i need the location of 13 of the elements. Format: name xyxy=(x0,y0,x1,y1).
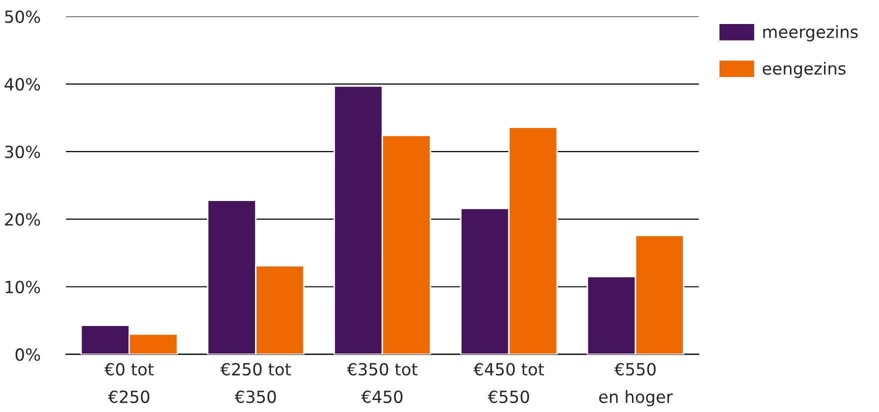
x-tick-label: €250 tot €350 xyxy=(220,362,291,404)
x-tick-label: €0 tot €250 xyxy=(104,362,154,404)
y-tick-label: 20% xyxy=(5,213,40,226)
x-tick-label: €550 en hoger xyxy=(599,362,673,406)
y-tick-label: 40% xyxy=(4,78,40,91)
x-tick-label: €350 tot €450 xyxy=(346,362,418,404)
x-tick-label: €450 tot €550 xyxy=(473,362,544,404)
y-tick-label: 10% xyxy=(6,280,40,294)
legend-label: meergezins xyxy=(763,25,858,42)
y-tick-label: 50% xyxy=(5,10,40,24)
y-tick-label: 30% xyxy=(5,146,40,158)
y-tick-label: 0% xyxy=(16,348,40,361)
legend-label: eengezins xyxy=(762,62,846,78)
